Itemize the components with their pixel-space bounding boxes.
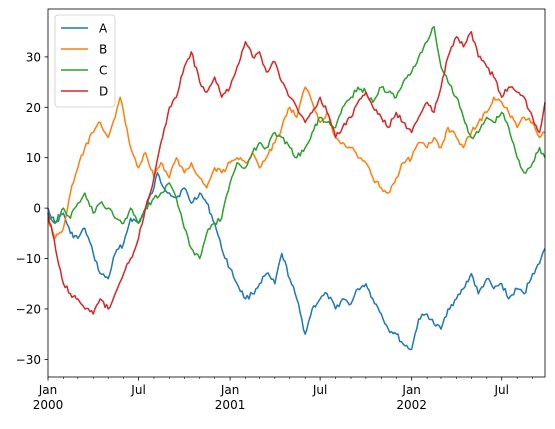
legend-frame (54, 14, 116, 108)
x-tick-label: Jul (493, 383, 508, 397)
y-tick-label: 0 (33, 202, 41, 216)
x-tick-label: Jan (220, 383, 240, 397)
series-layer (47, 25, 546, 351)
y-tick-label: −20 (16, 302, 41, 316)
legend-label-b: B (99, 43, 107, 57)
legend-label-c: C (99, 64, 107, 78)
x-tick-sublabel: 2001 (215, 398, 246, 412)
y-axis: −30 −20 −10 0 10 20 30 (16, 50, 48, 367)
series-line-d (47, 30, 546, 315)
x-tick-sublabel: 2000 (33, 398, 64, 412)
series-line-a (47, 172, 546, 351)
legend-label-a: A (99, 22, 108, 36)
y-tick-label: −30 (16, 353, 41, 367)
x-tick-label: Jul (312, 383, 327, 397)
y-tick-label: 30 (26, 50, 41, 64)
legend-label-d: D (99, 85, 108, 99)
series-line-b (47, 86, 546, 240)
y-tick-label: 20 (26, 101, 41, 115)
y-tick-label: −10 (16, 252, 41, 266)
series-line-c (47, 25, 546, 260)
x-tick-label: Jan (38, 383, 58, 397)
x-tick-sublabel: 2002 (396, 398, 427, 412)
x-tick-label: Jan (401, 383, 421, 397)
y-tick-label: 10 (26, 151, 41, 165)
x-tick-label: Jul (130, 383, 145, 397)
axes-frame (47, 8, 546, 378)
